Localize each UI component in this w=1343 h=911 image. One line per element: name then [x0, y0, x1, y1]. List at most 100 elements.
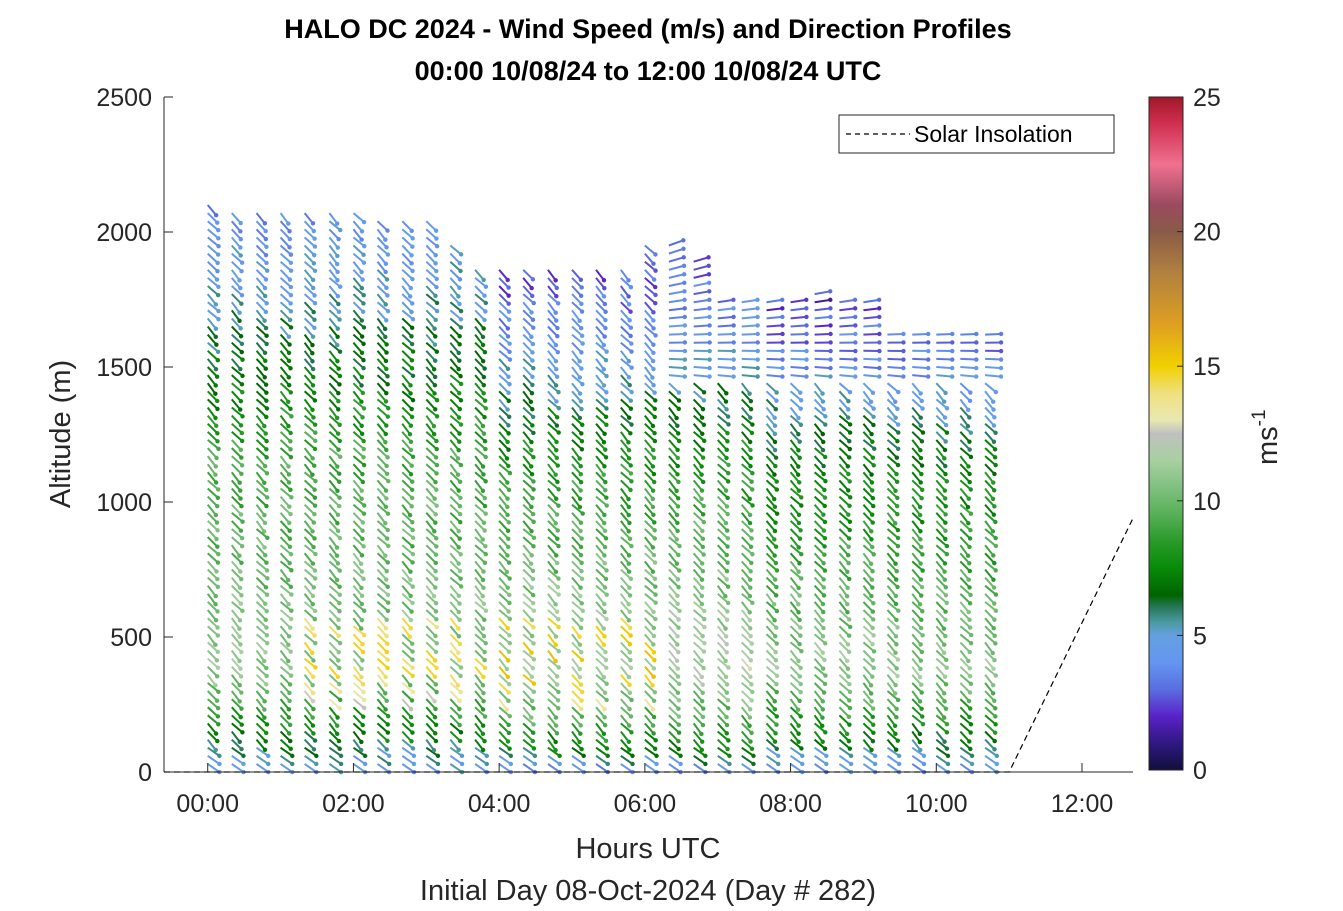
wind-barb-head — [410, 276, 415, 282]
wind-barb — [789, 568, 802, 580]
wind-barb-head — [579, 333, 585, 338]
wind-barb-head — [652, 746, 658, 751]
wind-barb — [644, 342, 655, 354]
wind-barb — [984, 738, 996, 751]
wind-barb — [303, 366, 315, 378]
wind-barb-head — [264, 633, 270, 638]
wind-barb-head — [872, 446, 877, 451]
wind-barb — [231, 738, 243, 750]
wind-barb — [206, 528, 218, 540]
wind-barb-head — [581, 761, 586, 767]
wind-barb-head — [626, 602, 631, 607]
wind-barb — [595, 487, 608, 499]
wind-barb — [693, 414, 705, 426]
wind-barb — [911, 398, 924, 410]
wind-barb-head — [238, 334, 244, 339]
wind-barb — [693, 298, 710, 304]
wind-barb — [959, 706, 971, 718]
wind-barb — [838, 504, 850, 516]
wind-barb-head — [798, 528, 803, 533]
wind-barb-head — [701, 552, 706, 557]
wind-barb-head — [943, 504, 948, 509]
wind-barb — [789, 398, 802, 410]
wind-barb — [303, 698, 315, 710]
wind-barb — [522, 528, 535, 539]
wind-barb — [498, 552, 510, 564]
wind-barb-head — [311, 585, 317, 590]
wind-barb — [376, 584, 389, 596]
wind-barb-head — [822, 519, 828, 525]
wind-barb — [449, 423, 461, 435]
wind-barb-head — [853, 365, 858, 371]
wind-barb-head — [877, 348, 882, 354]
wind-barb-head — [681, 246, 686, 251]
wind-barb-head — [893, 601, 899, 607]
wind-barb — [279, 674, 291, 686]
wind-barb — [207, 746, 220, 757]
wind-barb-head — [530, 350, 535, 355]
wind-barb-head — [943, 609, 948, 614]
wind-barb-head — [482, 714, 488, 719]
wind-barb-head — [780, 306, 785, 311]
wind-barb — [693, 382, 705, 394]
wind-barb — [303, 293, 316, 304]
wind-barb-head — [629, 341, 634, 346]
wind-barb-head — [361, 438, 366, 444]
wind-barb — [425, 301, 438, 312]
wind-barb — [449, 657, 462, 669]
wind-barb — [279, 512, 290, 524]
wind-barb-head — [213, 480, 219, 485]
wind-barb-head — [773, 406, 778, 412]
wind-barb — [328, 601, 341, 612]
wind-barb — [230, 236, 242, 249]
wind-barb — [498, 439, 510, 451]
wind-barb-head — [456, 545, 461, 550]
wind-barb-head — [337, 227, 343, 233]
wind-barb-head — [723, 634, 729, 639]
wind-barb — [886, 471, 898, 483]
wind-barb-head — [822, 487, 827, 493]
wind-barb — [838, 406, 849, 419]
wind-barb-head — [238, 229, 243, 234]
wind-barb-head — [967, 544, 972, 550]
wind-barb — [984, 504, 995, 516]
wind-barb — [571, 690, 583, 702]
wind-barb-head — [731, 331, 736, 337]
wind-barb — [255, 463, 268, 475]
wind-barb-head — [675, 690, 681, 695]
wind-barb-head — [942, 674, 948, 679]
wind-barb-head — [602, 301, 608, 307]
wind-barb — [644, 666, 655, 678]
wind-barb — [328, 487, 341, 499]
wind-barb-head — [870, 706, 876, 711]
wind-barb-head — [747, 715, 753, 720]
wind-barb-head — [263, 585, 269, 590]
wind-barb — [984, 633, 997, 645]
wind-barb — [959, 584, 972, 596]
wind-barb — [912, 366, 929, 370]
wind-barb-head — [337, 592, 343, 597]
wind-barb — [813, 471, 827, 482]
wind-barb-head — [580, 422, 585, 428]
wind-barb — [449, 503, 461, 515]
wind-barb-head — [530, 665, 536, 671]
wind-barb — [303, 479, 316, 491]
wind-barb — [498, 722, 510, 734]
wind-barb-head — [823, 422, 828, 427]
wind-barb-head — [554, 294, 559, 299]
wind-barb — [813, 512, 826, 523]
wind-barb-head — [943, 463, 948, 469]
wind-barb-head — [456, 626, 461, 631]
wind-barb — [935, 568, 946, 581]
wind-barb-head — [871, 503, 876, 509]
x-tick-label: 10:00 — [905, 790, 968, 818]
wind-barb-head — [531, 365, 536, 371]
wind-barb — [644, 633, 655, 646]
wind-barb-head — [359, 569, 365, 574]
wind-barb-head — [408, 423, 414, 428]
wind-barb — [230, 560, 242, 573]
wind-barb — [522, 536, 535, 548]
wind-barb — [352, 220, 363, 232]
wind-profile — [498, 269, 514, 775]
wind-barb — [449, 269, 461, 281]
